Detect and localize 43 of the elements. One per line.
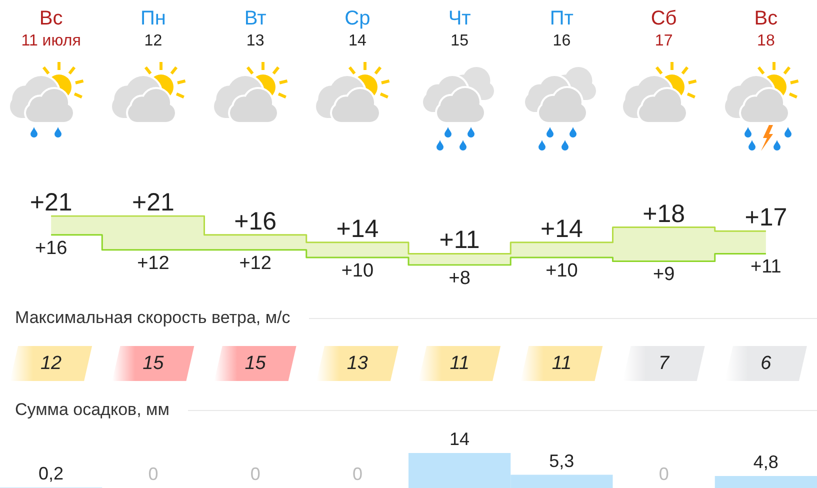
data-label: +16 [234, 207, 277, 236]
x-tick-label: Ср 14 [344, 8, 370, 50]
x-tick-label: Вт 13 [244, 8, 266, 50]
data-label: +21 [30, 188, 72, 216]
data-label: 14 [450, 429, 470, 449]
data-label: +17 [744, 204, 788, 232]
data-label: +14 [540, 214, 583, 243]
data-label: 0 [352, 464, 362, 484]
x-tick-label: Вс 18 [754, 8, 778, 50]
x-tick-label: Чт 15 [448, 8, 471, 50]
data-label: 11 [450, 353, 470, 374]
data-label: +14 [336, 214, 379, 243]
x-tick-label: Пт 16 [550, 8, 574, 50]
data-label: +21 [132, 188, 174, 216]
data-label: +11 [750, 256, 782, 278]
x-tick-label: Сб 17 [650, 8, 677, 50]
data-label: +16 [34, 238, 68, 259]
x-tick-label: Пн 12 [140, 8, 166, 50]
data-label: +10 [546, 260, 578, 282]
data-label: 4,8 [753, 452, 778, 472]
data-label: +11 [439, 226, 480, 254]
data-label: 0 [658, 464, 669, 484]
data-label: +12 [137, 252, 170, 274]
data-label: 0,2 [38, 464, 64, 484]
data-label: 15 [142, 353, 164, 374]
data-label: +10 [341, 260, 374, 282]
bar [714, 476, 817, 488]
text: Максимальная скорость ветра, м/с [15, 308, 290, 328]
data-label: 15 [244, 353, 266, 374]
data-label: 0 [148, 464, 158, 484]
data-label: 12 [40, 353, 62, 374]
data-label: +12 [239, 252, 272, 274]
data-label: 6 [760, 353, 772, 374]
x-tick-label: Вс 11 июля [21, 8, 81, 50]
data-label: 13 [346, 353, 368, 374]
data-label: 11 [552, 353, 572, 374]
data-label: 7 [658, 353, 671, 374]
data-label: +9 [652, 264, 675, 286]
data-label: 0 [250, 464, 260, 484]
data-label: 5,3 [549, 450, 574, 471]
data-label: +8 [448, 268, 470, 289]
data-label: +18 [642, 200, 686, 228]
chart-title: Сумма осадков, мм [15, 400, 170, 420]
